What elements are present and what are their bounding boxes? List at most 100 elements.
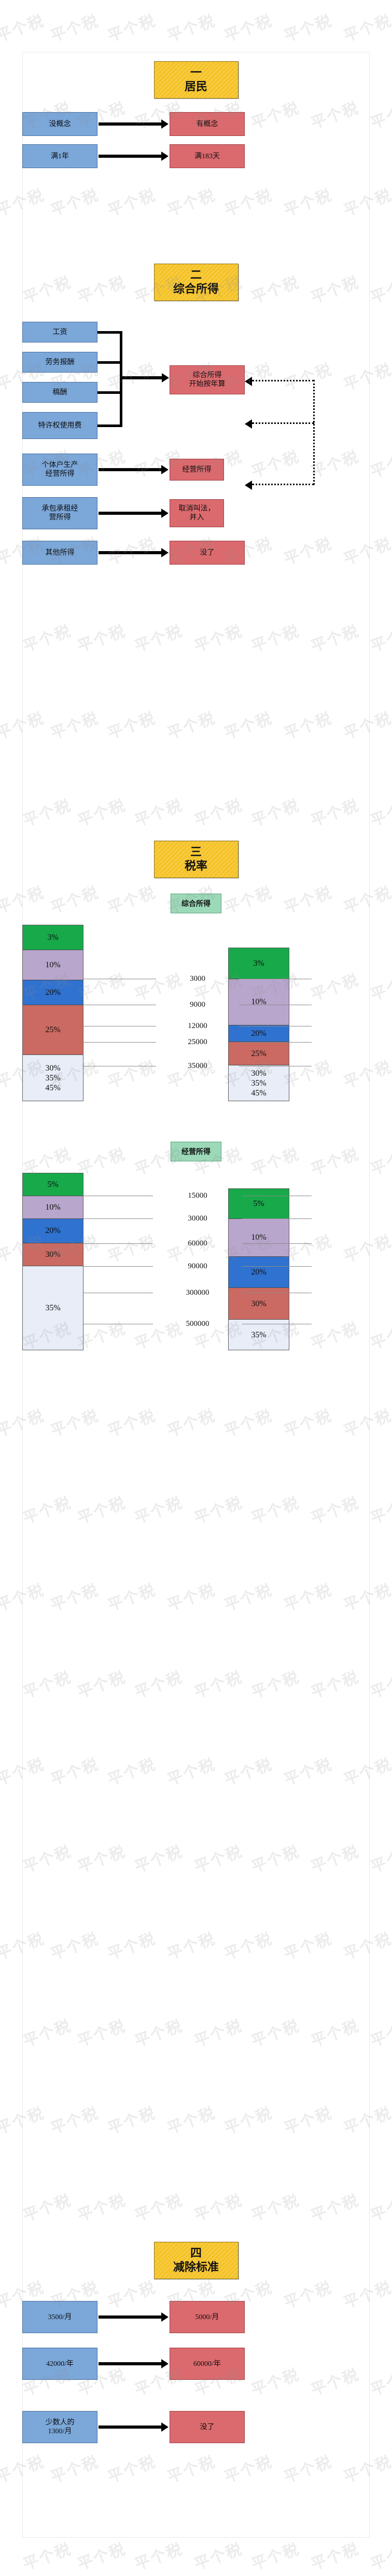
watermark-text: 平个税 [165, 12, 218, 46]
threshold-label: 25000 [186, 1038, 209, 1046]
feedback-dotted-arrow-icon [245, 481, 314, 490]
new-bracket-bar: 5% 10% 20% 30% 35% [228, 1188, 289, 1350]
watermark-text: 平个税 [21, 2540, 74, 2574]
banner-title: 综合所得 [173, 282, 219, 295]
new-rule-box: 没了 [170, 541, 245, 565]
threshold-line: 15000 [83, 1192, 312, 1200]
bracket-segment: 25% [23, 1005, 83, 1055]
threshold-label: 60000 [186, 1240, 209, 1248]
watermark-text: 平个税 [249, 2540, 302, 2574]
bracket-segment: 20% [229, 1257, 289, 1288]
watermark-text: 平个税 [309, 2540, 361, 2574]
new-rule-box: 5000/月 [170, 2301, 245, 2333]
watermark-text: 平个税 [368, 1494, 392, 1528]
section-comprehensive-income: 二 综合所得 工资 劳务报酬 稿酬 特许权使用费 综合所得 开始按年算 [0, 264, 392, 573]
watermark-text: 平个税 [192, 2540, 245, 2574]
banner-number: 三 [190, 845, 202, 858]
watermark-text: 平个税 [75, 2540, 128, 2574]
chart-label-comprehensive: 综合所得 [171, 894, 221, 913]
section-residents: 一 居民 没概念 有概念 满1年 满183天 [0, 61, 392, 176]
threshold-label: 90000 [186, 1263, 209, 1270]
old-line-2: 1300/月 [48, 2428, 72, 2435]
old-rule-box: 其他所得 [22, 541, 97, 565]
threshold-line: 60000 [83, 1240, 312, 1248]
threshold-label: 3000 [188, 975, 207, 983]
bracket-segment: 35% [229, 1320, 289, 1350]
old-bracket-bar: 3% 10% 20% 25% 30% 35% 45% [22, 925, 83, 1101]
threshold-line: 90000 [83, 1263, 312, 1270]
transition-arrow-icon [99, 2312, 169, 2322]
threshold-line: 30000 [83, 1215, 312, 1223]
watermark-text: 平个税 [368, 2540, 392, 2574]
transition-arrow-icon [99, 119, 169, 129]
threshold-label: 35000 [186, 1062, 209, 1070]
old-rule-box: 满1年 [22, 144, 97, 168]
bracket-segment: 3% [229, 948, 289, 979]
watermark-text: 平个税 [105, 12, 158, 46]
transition-arrow-icon [99, 548, 169, 557]
target-line-2: 开始按年算 [189, 380, 226, 388]
threshold-line: 9000 [83, 1001, 312, 1009]
comparison-row: 其他所得 没了 [0, 541, 392, 565]
income-type-box: 劳务报酬 [22, 352, 97, 373]
watermark-text: 平个税 [368, 2017, 392, 2051]
new-bracket-bar: 3% 10% 20% 25% 30% 35% 45% [228, 948, 289, 1101]
threshold-label: 12000 [186, 1022, 209, 1030]
old-bracket-bar: 5% 10% 20% 30% 35% [22, 1173, 83, 1350]
transition-arrow-icon [99, 509, 169, 518]
banner-title: 减除标准 [173, 2260, 219, 2273]
comparison-row: 没概念 有概念 [0, 112, 392, 136]
bracket-segment-top: 30% 35% 45% [229, 1065, 289, 1101]
watermark-text: 平个税 [282, 12, 334, 46]
threshold-label: 300000 [184, 1289, 212, 1297]
watermark-text: 平个税 [368, 1668, 392, 1702]
bracket-segment: 5% [229, 1189, 289, 1219]
section-deduction-standard: 四 减除标准 3500/月 5000/月 42000/年 60000/年 少数人… [0, 2242, 392, 2451]
old-rule-box: 个体户生产 经营所得 [22, 454, 97, 486]
bracket-segment: 25% [229, 1042, 289, 1066]
watermark-text: 平个税 [368, 797, 392, 830]
banner-number: 二 [190, 268, 202, 281]
banner-title: 税率 [184, 859, 207, 872]
rate-45: 45% [251, 1088, 267, 1098]
threshold-line: 35000 [83, 1062, 312, 1070]
section-banner-comprehensive: 二 综合所得 [153, 264, 239, 301]
income-type-box: 稿酬 [22, 382, 97, 403]
bracket-segment: 5% [23, 1173, 83, 1196]
rate-35: 35% [45, 1073, 61, 1083]
bracket-segment: 10% [23, 950, 83, 980]
feedback-dotted-arrow-icon [245, 419, 314, 429]
comparison-row: 少数人的 1300/月 没了 [0, 2411, 392, 2443]
threshold-line: 300000 [83, 1289, 312, 1297]
transition-arrow-icon [99, 152, 169, 161]
comparison-row: 42000/年 60000/年 [0, 2348, 392, 2380]
section-tax-rates: 三 税率 综合所得 3% 10% 20% 25% 30% 35% 45% 3% 10… [0, 841, 392, 1380]
chart-label-business: 经营所得 [171, 1142, 221, 1161]
transition-arrow-icon [99, 2422, 169, 2432]
watermark-text: 平个税 [222, 12, 275, 46]
tree-bracket [0, 317, 392, 535]
bracket-segment-top: 30% 35% 45% [23, 1055, 83, 1101]
bracket-segment: 20% [23, 1218, 83, 1244]
rate-35: 35% [251, 1078, 267, 1088]
old-line-1: 个体户生产 [41, 461, 78, 469]
watermark-text: 平个税 [368, 622, 392, 656]
watermark-text: 平个税 [48, 12, 101, 46]
threshold-label: 15000 [186, 1192, 209, 1200]
new-rule-box: 有概念 [170, 112, 245, 136]
watermark-text: 平个税 [341, 12, 392, 46]
banner-title: 居民 [184, 80, 207, 93]
old-rule-box: 3500/月 [22, 2301, 97, 2333]
transition-arrow-icon [99, 465, 169, 474]
rate-30: 30% [45, 1063, 61, 1073]
threshold-label: 30000 [186, 1215, 209, 1223]
bracket-segment: 10% [23, 1196, 83, 1219]
section-banner-residents: 一 居民 [153, 61, 239, 99]
old-line-1: 承包承租经 [41, 505, 78, 513]
threshold-line: 3000 [83, 975, 312, 983]
income-type-box: 工资 [22, 322, 97, 342]
tax-bracket-chart-comprehensive: 3% 10% 20% 25% 30% 35% 45% 3% 10% 20% 25% … [0, 925, 392, 1117]
section-banner-tax-rates: 三 税率 [153, 841, 239, 878]
target-line-1: 综合所得 [192, 372, 222, 379]
bracket-segment: 20% [23, 980, 83, 1005]
